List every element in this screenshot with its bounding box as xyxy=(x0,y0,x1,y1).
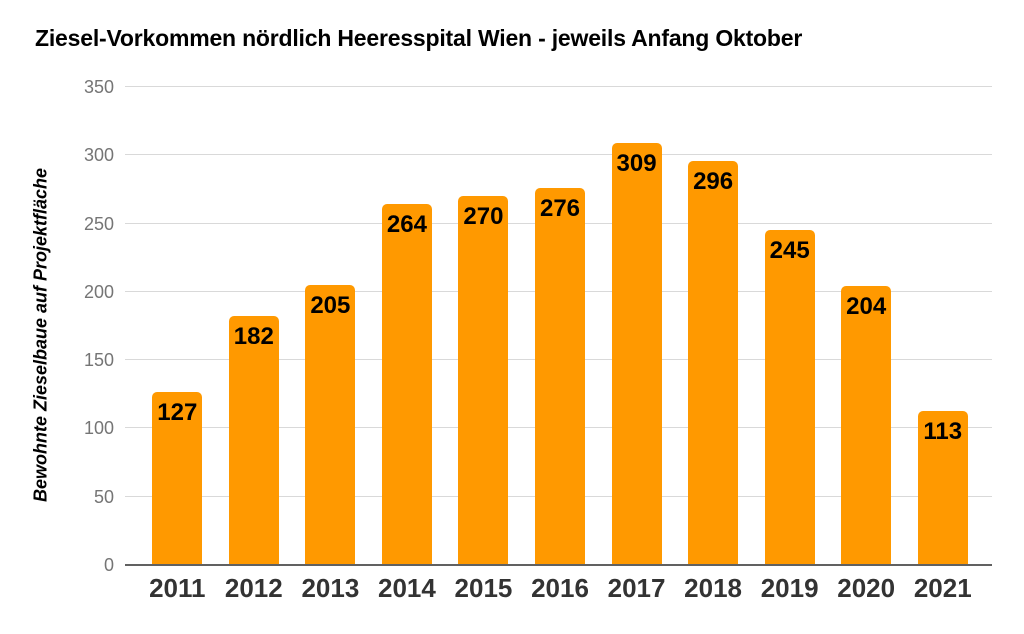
bar-slot-2011: 127 xyxy=(139,87,216,565)
xtick-label-2012: 2012 xyxy=(224,573,283,603)
bar-2017: 309 xyxy=(611,143,662,565)
x-axis-line xyxy=(125,564,992,566)
ytick-label-150: 150 xyxy=(83,350,114,371)
ytick-label-250: 250 xyxy=(83,213,114,234)
bars-layer: 127 182 205 264 270 276 309 296 245 204 113 xyxy=(139,87,981,565)
x-axis-tick-labels: 2011 2012 2013 2014 2015 2016 2017 2018 2019 2020… xyxy=(139,573,981,604)
bar-slot-2013: 205 xyxy=(292,87,369,565)
ytick-label-0: 0 xyxy=(103,555,114,575)
xtick-label-2020: 2020 xyxy=(837,573,896,603)
gridline-350 xyxy=(125,86,992,87)
xtick-label-2014: 2014 xyxy=(377,573,436,603)
plot-area: 127 182 205 264 270 276 309 296 245 204 113 2011 20… xyxy=(125,86,992,603)
bar-2016: 276 xyxy=(535,188,585,565)
xtick-label-2016: 2016 xyxy=(531,573,589,603)
bar-slot-2018: 296 xyxy=(675,87,752,565)
bar-2013: 205 xyxy=(305,285,356,565)
bar-slot-2017: 309 xyxy=(598,87,675,565)
bar-2014: 264 xyxy=(381,204,432,565)
bar-2012: 182 xyxy=(228,316,279,565)
bar-value-label-2021: 113 xyxy=(923,417,963,445)
gridline-300 xyxy=(125,154,992,156)
bar-2015: 270 xyxy=(458,196,509,565)
bar-slot-2015: 270 xyxy=(445,87,522,565)
bar-value-label-2011: 127 xyxy=(157,398,198,426)
bar-slot-2020: 204 xyxy=(828,87,905,565)
xtick-label-2021: 2021 xyxy=(913,573,972,603)
bar-slot-2019: 245 xyxy=(751,87,828,565)
y-axis-tick-labels: 0 50 100 150 200 250 300 350 xyxy=(40,77,114,575)
bar-slot-2016: 276 xyxy=(522,87,599,565)
bar-slot-2014: 264 xyxy=(369,87,446,565)
ytick-label-300: 300 xyxy=(83,145,114,166)
bar-2018: 296 xyxy=(688,160,739,565)
bar-value-label-2017: 309 xyxy=(616,150,657,177)
bar-value-label-2016: 276 xyxy=(539,195,581,223)
chart-title: Ziesel-Vorkommen nördlich Heeresspital W… xyxy=(35,25,803,51)
ytick-label-200: 200 xyxy=(83,281,114,302)
xtick-label-2011: 2011 xyxy=(149,573,206,603)
bar-slot-2012: 182 xyxy=(216,87,293,565)
ytick-label-50: 50 xyxy=(93,486,114,507)
xtick-label-2015: 2015 xyxy=(454,573,513,603)
bar-2020: 204 xyxy=(841,286,892,565)
bar-2011: 127 xyxy=(152,391,203,565)
bar-value-label-2018: 296 xyxy=(693,167,734,195)
bar-slot-2021: 113 xyxy=(904,87,981,565)
bar-value-label-2014: 264 xyxy=(386,211,427,239)
bar-value-label-2012: 182 xyxy=(233,323,274,351)
ytick-label-100: 100 xyxy=(83,418,114,439)
ytick-label-350: 350 xyxy=(83,77,114,97)
xtick-label-2013: 2013 xyxy=(301,573,360,603)
xtick-label-2018: 2018 xyxy=(684,573,743,603)
bar-value-label-2019: 245 xyxy=(769,237,810,265)
bar-value-label-2020: 204 xyxy=(846,293,887,321)
bar-value-label-2015: 270 xyxy=(463,203,504,231)
bar-value-label-2013: 205 xyxy=(310,292,351,320)
bar-2019: 245 xyxy=(764,230,815,565)
xtick-label-2017: 2017 xyxy=(607,573,666,603)
bar-2021: 113 xyxy=(917,410,968,565)
xtick-label-2019: 2019 xyxy=(760,573,819,603)
